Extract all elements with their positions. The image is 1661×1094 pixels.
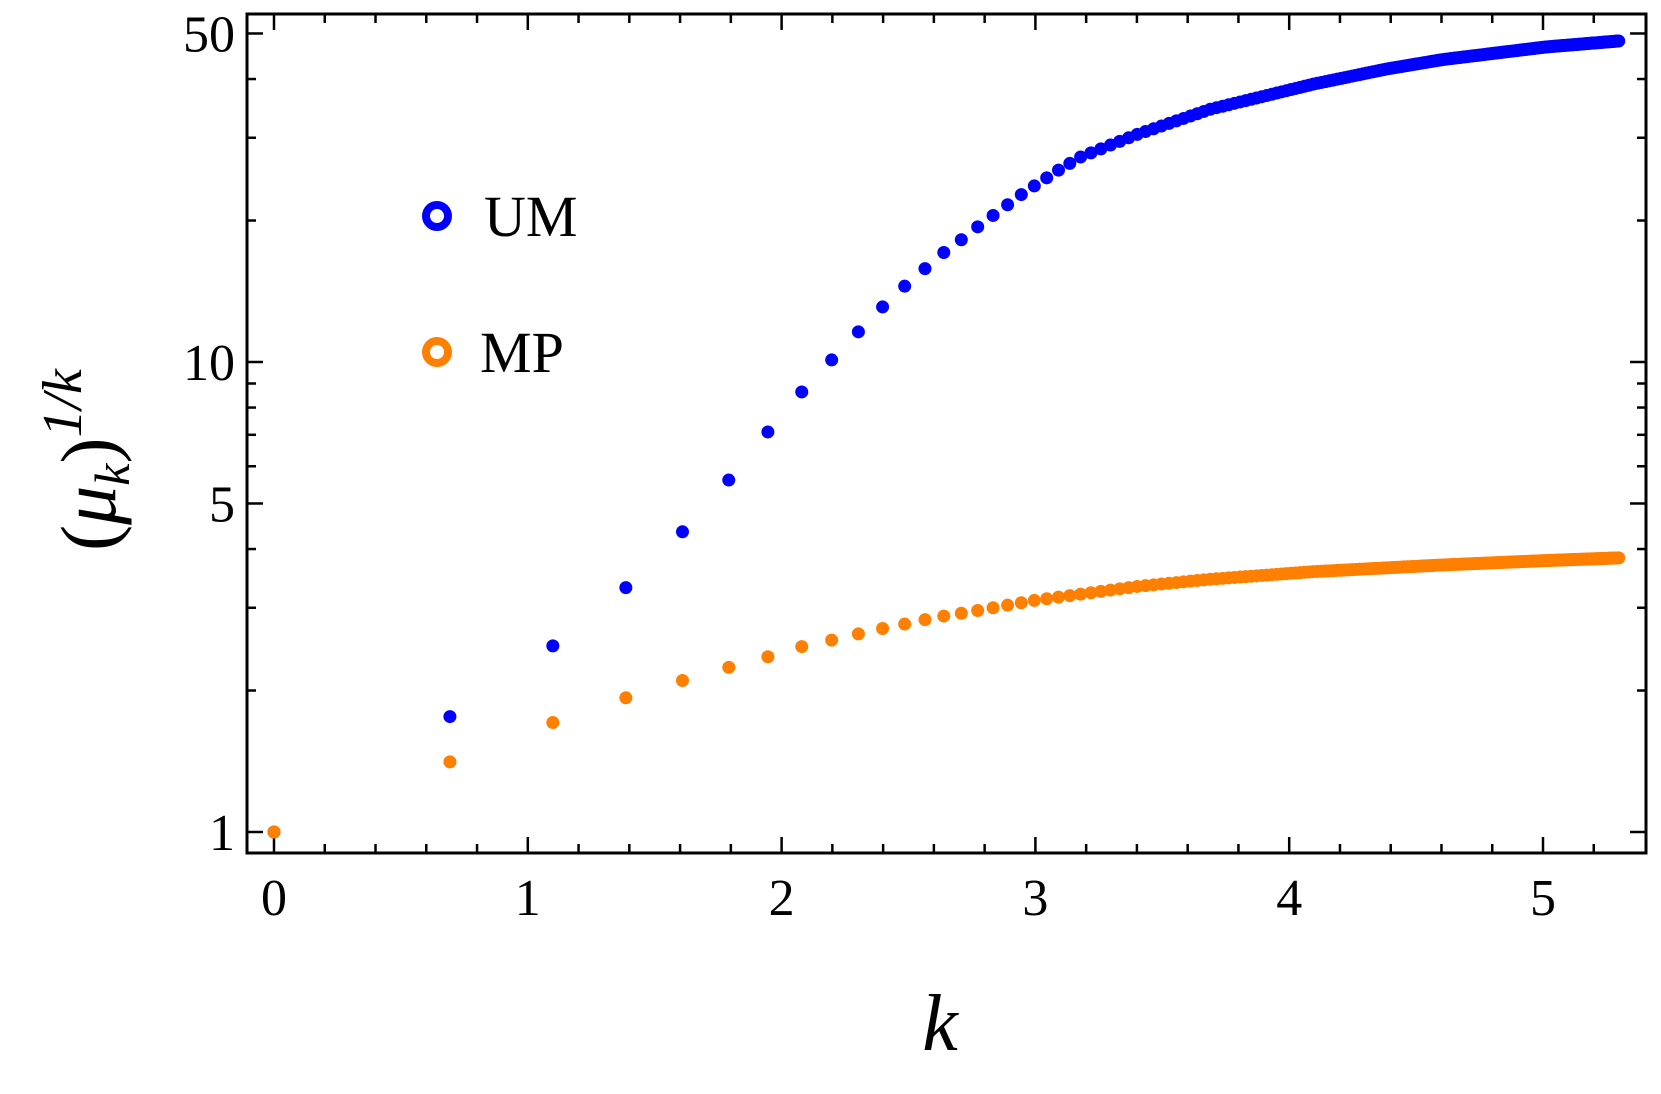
data-point <box>1074 150 1088 164</box>
series-um <box>267 34 1626 839</box>
y-title-open-paren: ( <box>45 525 132 551</box>
data-point <box>1612 551 1626 565</box>
data-point <box>443 710 457 724</box>
y-title-subscript: k <box>84 463 140 486</box>
data-point <box>876 622 890 636</box>
data-point <box>1027 179 1041 193</box>
y-title-close-paren: ) <box>45 438 132 464</box>
data-point <box>1040 171 1054 185</box>
data-point <box>1094 584 1108 598</box>
data-point <box>954 233 968 247</box>
data-point <box>795 385 809 399</box>
y-title-mu: μ <box>45 486 132 526</box>
data-point <box>546 639 560 653</box>
data-point <box>1084 146 1098 160</box>
data-point <box>954 606 968 620</box>
data-point <box>722 660 736 674</box>
svg-text:(μk)1/k: (μk)1/k <box>32 368 140 551</box>
hollow-circle-icon <box>422 201 452 231</box>
data-point <box>986 601 1000 615</box>
data-point <box>675 525 689 539</box>
y-tick-label: 1 <box>209 805 235 862</box>
data-point <box>971 604 985 618</box>
legend: UM MP <box>422 184 577 385</box>
data-point <box>1014 596 1028 610</box>
data-series <box>267 34 1626 839</box>
plot-frame <box>245 12 1648 855</box>
data-point <box>267 825 281 839</box>
data-point <box>971 220 985 234</box>
data-point <box>825 633 839 647</box>
data-point <box>825 353 839 367</box>
data-point <box>876 300 890 314</box>
series-mp <box>267 551 1626 839</box>
data-point <box>1074 587 1088 601</box>
data-point <box>1052 590 1066 604</box>
data-point <box>1063 156 1077 170</box>
data-point <box>722 473 736 487</box>
x-tick-label: 5 <box>1530 870 1556 927</box>
legend-item-um: UM <box>422 184 577 249</box>
data-point <box>1084 586 1098 600</box>
x-axis-title: k <box>922 980 959 1068</box>
x-tick-label: 3 <box>1022 870 1048 927</box>
data-point <box>1612 34 1626 48</box>
data-point <box>1001 598 1015 612</box>
legend-item-mp: MP <box>422 320 564 385</box>
y-tick-label: 10 <box>183 335 235 392</box>
data-point <box>898 279 912 293</box>
data-point <box>1063 589 1077 603</box>
data-point <box>546 716 560 730</box>
data-point <box>1014 188 1028 202</box>
data-point <box>898 617 912 631</box>
data-point <box>675 674 689 688</box>
data-point <box>851 325 865 339</box>
data-point <box>937 609 951 623</box>
data-point <box>937 245 951 259</box>
data-point <box>619 581 633 595</box>
y-axis-title: (μk)1/k <box>32 368 140 551</box>
data-point <box>1027 593 1041 607</box>
data-point <box>1052 163 1066 177</box>
data-point <box>918 613 932 627</box>
data-point <box>851 627 865 641</box>
x-tick-label: 1 <box>515 870 541 927</box>
y-tick-label: 5 <box>209 476 235 533</box>
x-tick-label: 2 <box>769 870 795 927</box>
legend-label-mp: MP <box>480 320 564 385</box>
data-point <box>795 640 809 654</box>
data-point <box>918 262 932 276</box>
data-point <box>761 425 775 439</box>
data-point <box>619 691 633 705</box>
data-point <box>1040 592 1054 606</box>
y-tick-label: 50 <box>183 6 235 63</box>
y-title-superscript: 1/k <box>32 368 94 438</box>
legend-label-um: UM <box>484 184 577 249</box>
data-point <box>986 208 1000 222</box>
x-tick-label: 4 <box>1276 870 1302 927</box>
hollow-circle-icon <box>422 337 452 367</box>
data-point <box>1001 198 1015 212</box>
data-point <box>761 650 775 664</box>
data-point <box>443 755 457 769</box>
x-tick-label: 0 <box>261 870 287 927</box>
